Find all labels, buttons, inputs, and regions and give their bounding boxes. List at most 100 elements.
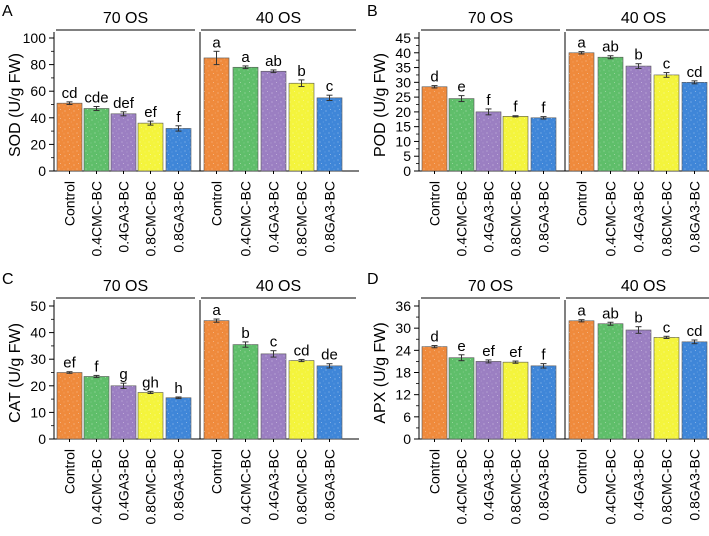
bar-texture [289,83,314,171]
category-label: 0.4GA3-BC [481,449,497,521]
significance-letter: e [457,79,465,96]
significance-letter: cde [84,89,108,106]
panel-label: C [2,271,14,288]
significance-letter: a [212,34,221,51]
category-label: 0.8CMC-BC [659,181,675,256]
category-label: 0.4GA3-BC [116,181,132,253]
significance-letter: ef [509,344,522,361]
panel-label: A [2,3,13,20]
y-tick-label: 30 [395,74,411,90]
plot-area: 0 20 40 60 80 100 70 OS 40 OS cd Control cde 0.4CMC… [23,10,359,256]
category-label: 0.8GA3-BC [171,181,187,253]
y-tick-label: 50 [30,298,46,314]
bar-texture [138,123,163,171]
significance-letter: c [326,78,334,95]
y-tick-label: 5 [403,148,411,164]
y-axis-label: APX (U/g FW) [372,322,389,423]
bar-texture [289,360,314,439]
significance-letter: h [174,380,182,397]
significance-letter: b [241,325,249,342]
bar-texture [654,337,679,439]
bar-texture [626,66,651,171]
category-label: 0.8CMC-BC [143,181,159,256]
bar-texture [598,323,623,439]
category-label: Control [209,449,225,494]
group-label: 70 OS [468,10,513,27]
significance-letter: ef [144,104,157,121]
significance-letter: ef [482,343,495,360]
y-tick-label: 0 [403,163,411,179]
bar-texture [233,344,258,439]
significance-letter: c [270,334,278,351]
y-tick-label: 100 [23,30,47,46]
y-tick-label: 25 [395,89,411,105]
group-label: 40 OS [256,278,301,295]
category-label: Control [427,449,443,494]
y-tick-label: 30 [30,351,46,367]
y-tick-label: 20 [395,104,411,120]
panel-d: D APX (U/g FW) 0 6 12 18 24 30 36 70 OS 40 OS d Co… [367,271,709,524]
category-label: 0.4GA3-BC [631,449,647,521]
category-label: 0.4CMC-BC [238,449,254,524]
group-label: 70 OS [103,278,148,295]
bar-texture [626,330,651,439]
significance-letter: g [119,366,127,383]
y-tick-label: 40 [395,45,411,61]
significance-letter: f [94,358,99,375]
bar-texture [57,372,82,439]
y-tick-label: 45 [395,30,411,46]
bar-texture [261,71,286,171]
y-tick-label: 24 [395,342,411,358]
y-tick-label: 60 [30,83,46,99]
y-tick-label: 15 [395,119,411,135]
bar-texture [233,67,258,171]
significance-letter: b [297,63,305,80]
y-axis-label: SOD (U/g FW) [7,53,24,157]
category-label: 0.8CMC-BC [294,449,310,524]
significance-letter: c [663,56,671,73]
y-tick-label: 6 [403,409,411,425]
bar-texture [317,97,342,171]
category-label: 0.4CMC-BC [89,181,105,256]
category-label: 0.8GA3-BC [322,449,338,521]
y-tick-label: 35 [395,60,411,76]
y-axis-label: POD (U/g FW) [372,53,389,157]
category-label: 0.8GA3-BC [687,181,703,253]
bar-texture [111,113,136,171]
bar-texture [682,82,707,171]
category-label: 0.4CMC-BC [603,181,619,256]
bar-texture [569,52,594,171]
significance-letter: cd [62,85,78,102]
category-label: 0.8GA3-BC [536,181,552,253]
category-label: Control [209,181,225,226]
category-label: Control [574,181,590,226]
bar-texture [476,111,501,171]
y-tick-label: 0 [38,431,46,447]
significance-letter: a [241,49,250,66]
bar-texture [569,320,594,439]
significance-letter: a [577,303,586,320]
bar-texture [204,57,229,172]
category-label: 0.8GA3-BC [536,449,552,521]
y-tick-label: 0 [403,431,411,447]
significance-letter: de [321,347,338,364]
y-tick-label: 10 [395,133,411,149]
plot-area: 0 10 20 30 40 50 70 OS 40 OS ef Control f 0.4CMC-BC… [30,278,359,524]
significance-letter: f [513,99,518,116]
category-label: Control [427,181,443,226]
bar-texture [166,397,191,439]
bar-texture [422,346,447,439]
category-label: 0.4CMC-BC [603,449,619,524]
category-label: Control [574,449,590,494]
significance-letter: f [541,100,546,117]
category-label: Control [62,181,78,226]
category-label: 0.4CMC-BC [454,181,470,256]
y-tick-label: 40 [30,325,46,341]
significance-letter: b [634,47,642,64]
y-tick-label: 20 [30,136,46,152]
category-label: 0.8CMC-BC [659,449,675,524]
significance-letter: c [663,319,671,336]
significance-letter: e [457,338,465,355]
